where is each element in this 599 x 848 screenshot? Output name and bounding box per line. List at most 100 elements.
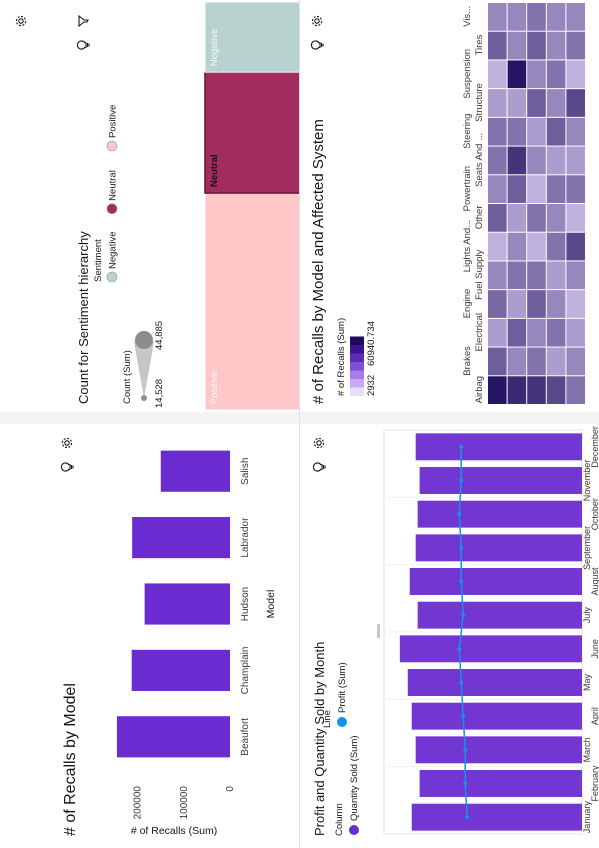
heatmap-legend-step — [350, 362, 364, 371]
heatmap-cell — [566, 347, 585, 376]
heatmap-cell — [488, 261, 507, 290]
heatmap-cell — [488, 60, 507, 89]
profit-point-july — [461, 613, 466, 618]
treemap-label-positive: Positive — [209, 371, 220, 404]
recalls-by-model-panel: # of Recalls by Model # of Recalls (Sum)… — [0, 424, 300, 848]
line-legend-swatch — [337, 717, 347, 727]
heatmap-cell — [527, 290, 546, 318]
heatmap-cell — [507, 203, 527, 232]
x-tick-label: Labrador — [240, 517, 251, 558]
profit-quantity-combo-chart: Column Quantity Sold (Sum) Line Profit (Sum… — [322, 426, 599, 836]
heatmap-cell — [488, 318, 507, 347]
heatmap-cell — [488, 175, 507, 203]
heatmap-cell — [546, 146, 566, 175]
profit-point-january — [465, 815, 470, 820]
profit-point-october — [457, 512, 462, 517]
x-tick-label: March — [582, 737, 592, 762]
profit-point-june — [457, 646, 462, 651]
lightbulb-icon[interactable] — [310, 38, 324, 52]
column-bar-november — [419, 467, 582, 494]
heatmap-cell — [566, 31, 585, 60]
x-tick-label: December — [590, 426, 599, 468]
settings-icon[interactable] — [14, 14, 28, 28]
heatmap-cell — [488, 290, 507, 318]
treemap-label-negative: Negative — [209, 29, 220, 67]
heatmap-cell — [507, 117, 527, 146]
heatmap-cell — [527, 31, 546, 60]
heatmap-cell — [546, 232, 566, 261]
y-tick-label: 100000 — [179, 786, 190, 820]
legend-label-positive: Positive — [108, 105, 119, 138]
column-legend-label: Quantity Sold (Sum) — [349, 735, 360, 821]
size-legend-min: 14,528 — [154, 379, 165, 408]
heatmap-x-label: Other — [474, 205, 485, 229]
y-axis-title: # of Recalls (Sum) — [131, 825, 217, 837]
heatmap-cell — [566, 60, 585, 89]
heatmap-x-label: Electrical — [474, 313, 485, 352]
heatmap-cell — [546, 376, 566, 404]
heatmap-cell — [527, 146, 546, 175]
heatmap-cell — [488, 376, 507, 404]
column-bar-december — [415, 433, 583, 461]
heatmap-x-label: Engine — [462, 289, 473, 319]
heatmap-cell — [507, 318, 527, 347]
heatmap-legend-min: 2932 — [366, 375, 377, 396]
filter-icon[interactable] — [76, 14, 90, 28]
heatmap-cell — [566, 376, 585, 404]
bar-labrador — [132, 517, 230, 559]
heatmap-x-label: Vis... — [462, 6, 473, 27]
sentiment-panel: Count for Sentiment hierarchy Count (Sum… — [0, 0, 300, 412]
color-legend-title: Sentiment — [93, 239, 104, 282]
x-tick-label: June — [590, 639, 599, 659]
profit-point-september — [459, 545, 464, 550]
heatmap-cell — [507, 347, 527, 376]
column-legend-title: Column — [334, 803, 345, 836]
settings-icon[interactable] — [60, 436, 74, 450]
heatmap-cell — [507, 60, 527, 89]
heatmap-cell — [507, 31, 527, 60]
heatmap-cell — [507, 376, 527, 404]
x-tick-label: July — [582, 607, 592, 624]
heatmap-cell — [527, 89, 546, 117]
lightbulb-icon[interactable] — [312, 460, 326, 474]
heatmap-cell — [566, 146, 585, 175]
lightbulb-icon[interactable] — [76, 38, 90, 52]
profit-quantity-panel: Profit and Quantity Sold by Month Column… — [300, 424, 599, 848]
size-legend-max: 44,885 — [154, 321, 165, 350]
settings-icon[interactable] — [310, 14, 324, 28]
y-tick-label: 0 — [225, 786, 236, 792]
legend-swatch-positive — [106, 140, 118, 152]
column-bar-august — [409, 568, 582, 595]
bar-salish — [160, 450, 230, 492]
profit-point-august — [459, 579, 464, 584]
heatmap-cell — [546, 290, 566, 318]
heatmap-cell — [507, 89, 527, 117]
column-bar-september — [415, 534, 583, 562]
heatmap-cell — [566, 89, 585, 117]
heatmap-x-label: Tires — [474, 34, 485, 55]
settings-icon[interactable] — [312, 436, 326, 450]
lightbulb-icon[interactable] — [60, 460, 74, 474]
line-legend-title: Line — [322, 710, 333, 728]
heatmap-cell — [527, 232, 546, 261]
heatmap-x-label: Steering — [462, 114, 473, 149]
x-tick-label: April — [590, 707, 599, 725]
heatmap-cell — [546, 89, 566, 117]
heatmap-cell — [546, 261, 566, 290]
column-bar-july — [417, 601, 582, 629]
heatmap-legend-step — [350, 336, 364, 345]
treemap-cell-negative — [204, 1, 300, 73]
heatmap-x-label: Powertrain — [462, 166, 473, 211]
heatmap-cell — [527, 3, 546, 31]
heatmap-cell — [546, 117, 566, 146]
heatmap-cell — [488, 31, 507, 60]
x-tick-label: September — [582, 526, 592, 570]
size-legend-title: Count (Sum) — [122, 350, 133, 404]
heatmap-cell — [546, 347, 566, 376]
x-tick-label: January — [582, 801, 592, 834]
resize-handle[interactable] — [377, 624, 380, 638]
x-tick-label: Beaufort — [240, 718, 251, 756]
heatmap-cell — [527, 318, 546, 347]
sentiment-treemap: Count (Sum) 14,528 44,885 Sentiment Negative… — [93, 1, 300, 411]
heatmap-cell — [488, 146, 507, 175]
